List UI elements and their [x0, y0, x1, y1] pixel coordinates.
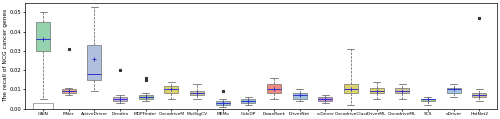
PathPatch shape — [113, 97, 127, 101]
PathPatch shape — [36, 22, 50, 51]
PathPatch shape — [446, 88, 460, 93]
PathPatch shape — [138, 95, 152, 99]
PathPatch shape — [370, 88, 384, 93]
PathPatch shape — [318, 97, 332, 101]
PathPatch shape — [421, 99, 435, 101]
Y-axis label: The recall of NCG cancer genes: The recall of NCG cancer genes — [3, 9, 8, 102]
PathPatch shape — [62, 89, 76, 93]
PathPatch shape — [395, 88, 409, 93]
PathPatch shape — [242, 99, 256, 103]
PathPatch shape — [216, 101, 230, 105]
PathPatch shape — [164, 86, 178, 93]
Bar — [34, 103, 53, 109]
PathPatch shape — [292, 93, 306, 99]
PathPatch shape — [344, 84, 358, 93]
PathPatch shape — [88, 45, 102, 80]
PathPatch shape — [472, 93, 486, 97]
PathPatch shape — [267, 84, 281, 93]
PathPatch shape — [190, 91, 204, 95]
